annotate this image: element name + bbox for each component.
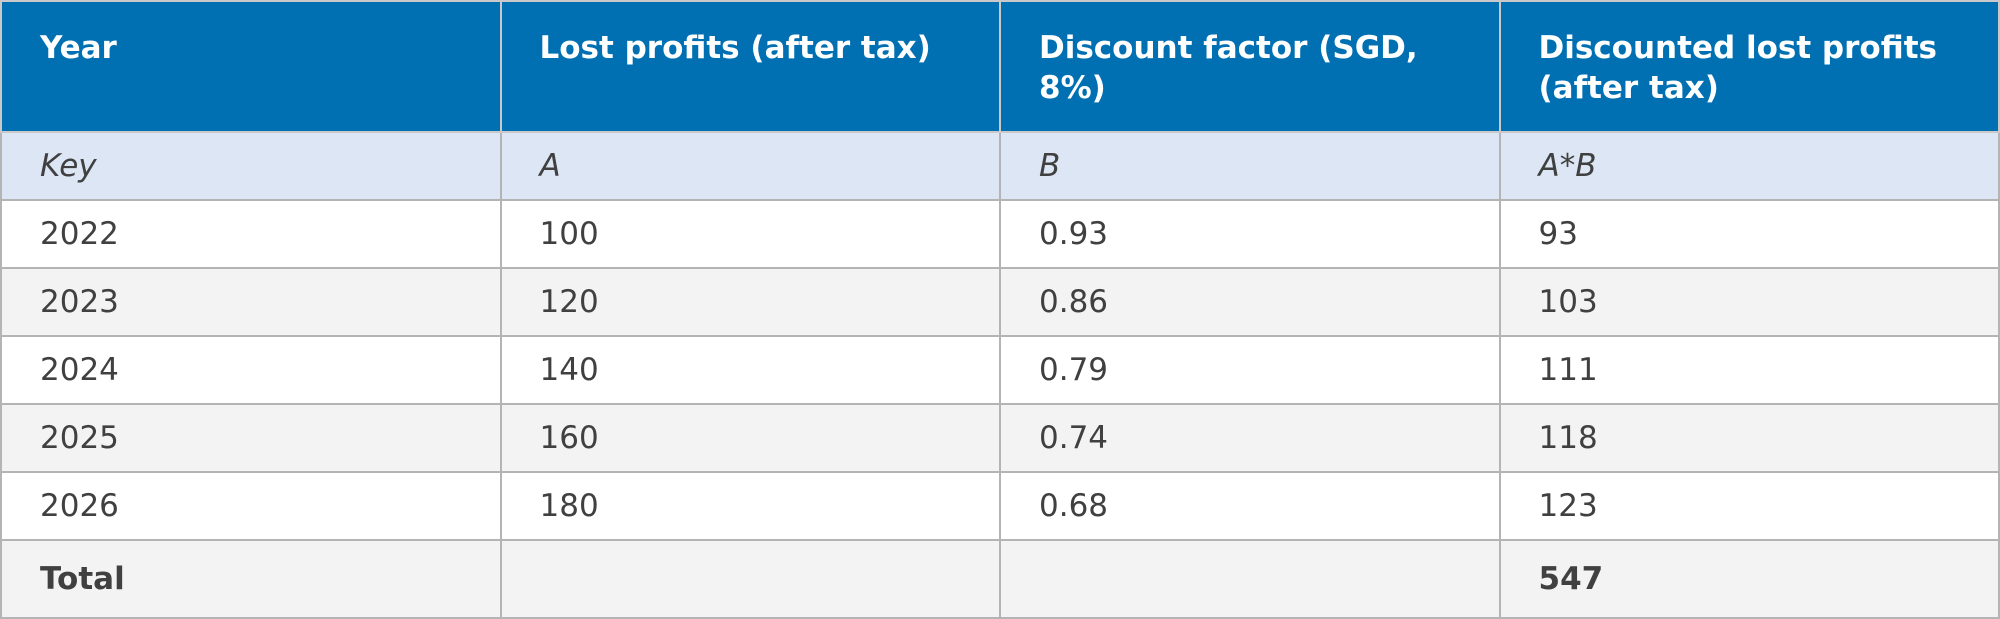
cell: 160: [499, 403, 1001, 473]
cell: 2022: [0, 199, 502, 269]
header-cell: Discount factor (SGD, 8%): [999, 0, 1501, 133]
cell: 111: [1498, 335, 2000, 405]
table-body: Key A B A*B 2022 100 0.93 93 2023 120 0.86 103 2024 1…: [0, 131, 2000, 619]
key-cell: Key: [0, 131, 502, 201]
cell: 2025: [0, 403, 502, 473]
data-row: 2023 120 0.86 103: [0, 267, 2000, 337]
cell: 0.74: [999, 403, 1501, 473]
cell: 120: [499, 267, 1001, 337]
cell: 0.93: [999, 199, 1501, 269]
cell: 2024: [0, 335, 502, 405]
data-row: 2025 160 0.74 118: [0, 403, 2000, 473]
cell: 103: [1498, 267, 2000, 337]
header-cell: Discounted lost profits (after tax): [1498, 0, 2000, 133]
cell: 180: [499, 471, 1001, 541]
key-cell: A: [499, 131, 1001, 201]
cell: 140: [499, 335, 1001, 405]
total-label: Total: [0, 539, 502, 619]
header-cell: Lost profits (after tax): [499, 0, 1001, 133]
cell: 0.79: [999, 335, 1501, 405]
total-value: 547: [1498, 539, 2000, 619]
key-cell: A*B: [1498, 131, 2000, 201]
cell: 93: [1498, 199, 2000, 269]
cell: 0.86: [999, 267, 1501, 337]
data-row: 2024 140 0.79 111: [0, 335, 2000, 405]
header-cell: Year: [0, 0, 502, 133]
header-row: Year Lost profits (after tax) Discount fac…: [0, 0, 2000, 133]
cell: 0.68: [999, 471, 1501, 541]
empty-cell: [499, 539, 1001, 619]
cell: 118: [1498, 403, 2000, 473]
cell: 100: [499, 199, 1001, 269]
data-row: 2026 180 0.68 123: [0, 471, 2000, 541]
table-header: Year Lost profits (after tax) Discount fac…: [0, 0, 2000, 133]
key-row: Key A B A*B: [0, 131, 2000, 201]
empty-cell: [999, 539, 1501, 619]
total-row: Total 547: [0, 539, 2000, 619]
cell: 123: [1498, 471, 2000, 541]
cell: 2026: [0, 471, 502, 541]
cell: 2023: [0, 267, 502, 337]
key-cell: B: [999, 131, 1501, 201]
data-row: 2022 100 0.93 93: [0, 199, 2000, 269]
